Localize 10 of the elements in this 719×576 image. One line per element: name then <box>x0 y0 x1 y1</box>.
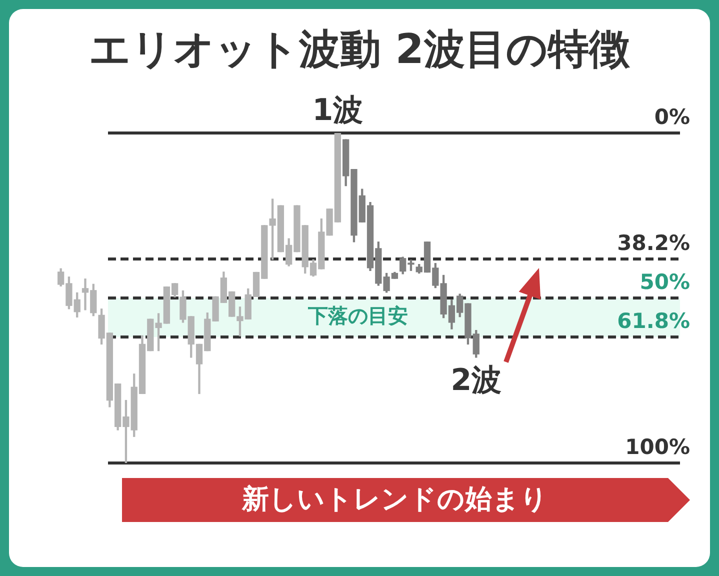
chart-title: エリオット波動 2波目の特徴 <box>89 25 630 73</box>
ref-line-label: 38.2% <box>617 231 690 256</box>
ref-line-label: 61.8% <box>617 308 690 333</box>
text: 新しいトレンドの始まり <box>242 484 548 516</box>
annotation: 1波 <box>312 92 364 128</box>
band-label: 下落の目安 <box>307 304 408 328</box>
ref-line-label: 0% <box>654 105 690 129</box>
ref-line-label: 100% <box>625 435 690 459</box>
annotation: 2波 <box>450 363 502 398</box>
ref-line-label: 50% <box>640 270 690 294</box>
